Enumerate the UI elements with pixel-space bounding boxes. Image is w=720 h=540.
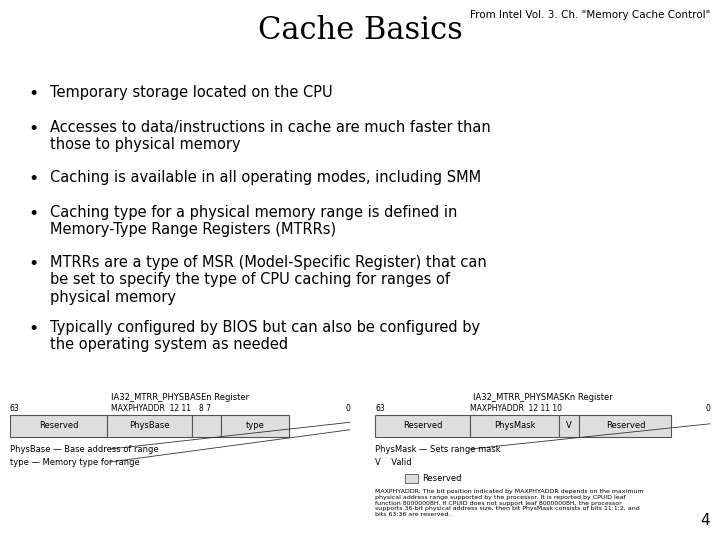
Text: MTRRs are a type of MSR (Model-Specific Register) that can
be set to specify the: MTRRs are a type of MSR (Model-Specific … [50,255,487,305]
Text: Temporary storage located on the CPU: Temporary storage located on the CPU [50,85,333,100]
Bar [107,415,192,437]
Text: PhysMask: PhysMask [494,422,536,430]
Text: •: • [28,120,38,138]
Bar [221,415,289,437]
Text: Reserved: Reserved [606,422,645,430]
Text: From Intel Vol. 3. Ch. "Memory Cache Control": From Intel Vol. 3. Ch. "Memory Cache Con… [469,10,710,20]
Text: PhysBase: PhysBase [129,422,170,430]
Text: •: • [28,320,38,338]
Text: •: • [28,85,38,103]
Text: PhysMask — Sets range mask: PhysMask — Sets range mask [375,445,500,454]
Text: IA32_MTRR_PHYSMASKn Register: IA32_MTRR_PHYSMASKn Register [472,393,613,402]
Text: •: • [28,170,38,188]
Text: 8 7: 8 7 [199,404,211,413]
Text: MAXPHYADDR: The bit position indicated by MAXPHYADDR depends on the maximum
phys: MAXPHYADDR: The bit position indicated b… [375,489,644,517]
Bar [470,415,559,437]
Bar [192,415,221,437]
Bar [559,415,580,437]
Text: V: V [567,422,572,430]
Text: V    Valid: V Valid [375,458,412,467]
Text: IA32_MTRR_PHYSBASEn Register: IA32_MTRR_PHYSBASEn Register [111,393,249,402]
Text: MAXPHYADDR  12 11 10: MAXPHYADDR 12 11 10 [469,404,562,413]
Text: Caching is available in all operating modes, including SMM: Caching is available in all operating mo… [50,170,481,185]
Text: Reserved: Reserved [39,422,78,430]
Text: 0: 0 [345,404,350,413]
Text: 63: 63 [375,404,384,413]
Text: Reserved: Reserved [422,474,462,483]
Bar [405,474,418,483]
Text: 63: 63 [10,404,19,413]
Text: type — Memory type for range: type — Memory type for range [10,458,140,467]
Text: Accesses to data/instructions in cache are much faster than
those to physical me: Accesses to data/instructions in cache a… [50,120,491,152]
Text: •: • [28,205,38,223]
Bar [375,415,470,437]
Text: Cache Basics: Cache Basics [258,15,462,46]
Text: 0: 0 [705,404,710,413]
Text: Reserved: Reserved [403,422,443,430]
Text: PhysBase — Base address of range: PhysBase — Base address of range [10,445,158,454]
Text: 4: 4 [701,513,710,528]
Bar [580,415,672,437]
Bar [10,415,107,437]
Text: Caching type for a physical memory range is defined in
Memory-Type Range Registe: Caching type for a physical memory range… [50,205,457,238]
Text: type: type [246,422,264,430]
Text: •: • [28,255,38,273]
Text: Typically configured by BIOS but can also be configured by
the operating system : Typically configured by BIOS but can als… [50,320,480,353]
Text: MAXPHYADDR  12 11: MAXPHYADDR 12 11 [111,404,192,413]
